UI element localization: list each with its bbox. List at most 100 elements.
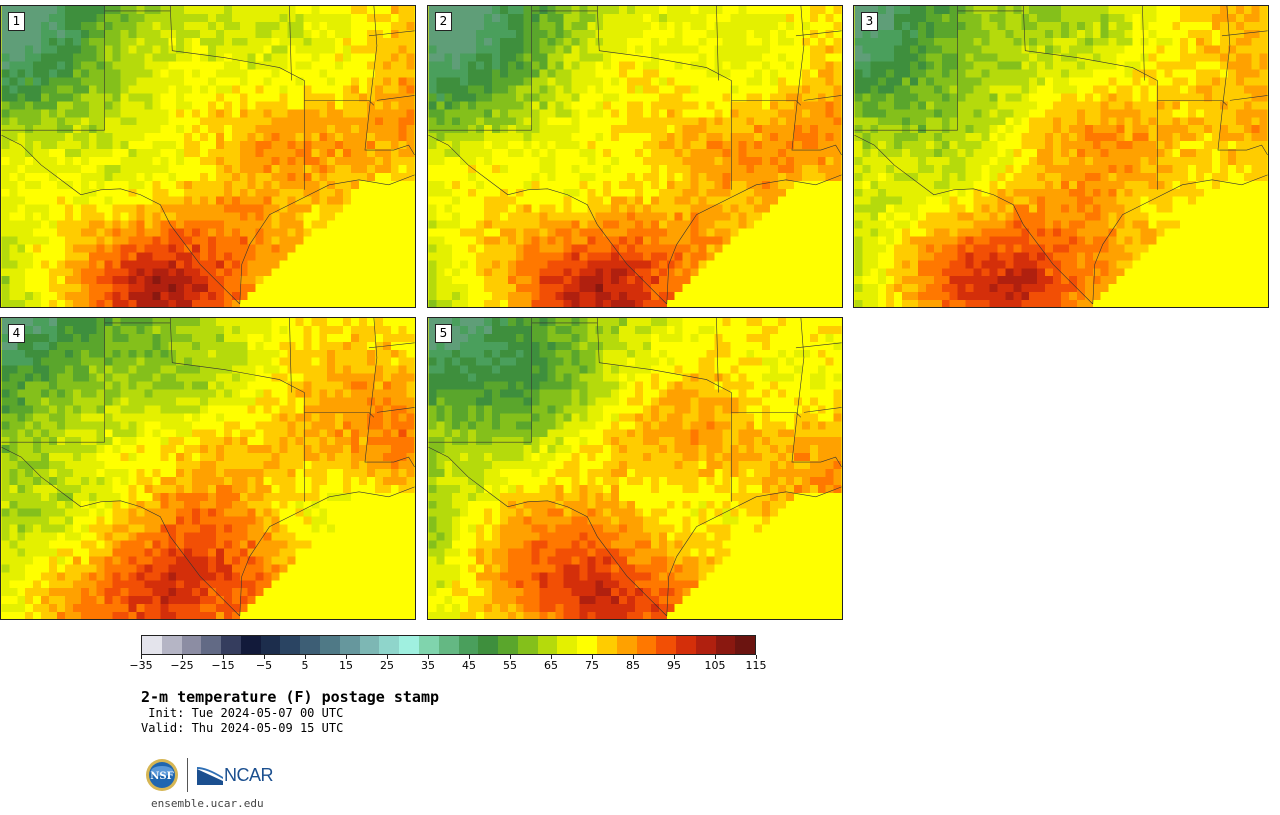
- valid-time: Valid: Thu 2024-05-09 15 UTC: [141, 721, 344, 735]
- postage-stamp-panel-5: 5: [427, 317, 843, 620]
- temperature-field: [428, 318, 842, 619]
- panel-number-label: 1: [8, 12, 25, 31]
- nsf-logo-text: NSF: [150, 771, 173, 782]
- colorbar-swatch: [616, 636, 637, 654]
- colorbar-tick-label: −35: [129, 659, 153, 672]
- init-time: Init: Tue 2024-05-07 00 UTC: [141, 706, 344, 720]
- colorbar-swatch: [695, 636, 716, 654]
- postage-stamp-panel-2: 2: [427, 5, 843, 308]
- colorbar-tick-label: 75: [585, 659, 599, 672]
- colorbar-swatch: [735, 636, 756, 654]
- colorbar-tick: [592, 655, 593, 659]
- temperature-field: [1, 6, 415, 307]
- colorbar-tick: [510, 655, 511, 659]
- colorbar-swatch: [221, 636, 241, 654]
- colorbar-swatch: [676, 636, 696, 654]
- temperature-map-1: [1, 6, 415, 307]
- state-borders: [1, 318, 415, 617]
- logo-strip: NSF NCAR: [145, 757, 274, 793]
- postage-stamp-panel-4: 4: [0, 317, 416, 620]
- colorbar-tick-label: 35: [421, 659, 435, 672]
- state-borders: [854, 6, 1268, 305]
- colorbar-tick-label: 85: [626, 659, 640, 672]
- title-block: 2-m temperature (F) postage stamp Init: …: [141, 688, 439, 736]
- postage-stamp-panel-3: 3: [853, 5, 1269, 308]
- colorbar-swatch: [201, 636, 222, 654]
- colorbar-swatch: [517, 636, 538, 654]
- colorbar-swatch: [379, 636, 400, 654]
- colorbar-tick-label: 15: [339, 659, 353, 672]
- colorbar-swatch: [339, 636, 360, 654]
- colorbar-tick: [141, 655, 142, 659]
- colorbar-tick-label: 25: [380, 659, 394, 672]
- colorbar-tick: [469, 655, 470, 659]
- colorbar-swatch: [715, 636, 736, 654]
- colorbar-swatch: [240, 636, 261, 654]
- colorbar-swatch: [636, 636, 657, 654]
- temperature-map-3: [854, 6, 1268, 307]
- colorbar-tick: [551, 655, 552, 659]
- colorbar-tick-label: −25: [170, 659, 194, 672]
- colorbar-swatch: [537, 636, 558, 654]
- state-borders: [428, 6, 842, 305]
- colorbar-tick: [674, 655, 675, 659]
- temperature-map-4: [1, 318, 415, 619]
- colorbar-swatch: [458, 636, 479, 654]
- colorbar-tick: [264, 655, 265, 659]
- website-url: ensemble.ucar.edu: [151, 797, 264, 810]
- colorbar-swatch: [181, 636, 202, 654]
- temperature-map-2: [428, 6, 842, 307]
- colorbar-swatch: [260, 636, 281, 654]
- colorbar-tick-label: 55: [503, 659, 517, 672]
- postage-stamp-panel-1: 1: [0, 5, 416, 308]
- colorbar-swatch: [478, 636, 499, 654]
- colorbar-swatch: [161, 636, 182, 654]
- colorbar-swatch: [359, 636, 380, 654]
- colorbar-swatch: [399, 636, 419, 654]
- panel-number-label: 2: [435, 12, 452, 31]
- colorbar-tick-labels: −35 −25 −15 −5 5 15 25 35 45 55 65 75 85 95 105 115: [129, 655, 767, 675]
- temperature-field: [1, 318, 415, 619]
- colorbar-tick-label: −15: [211, 659, 235, 672]
- colorbar-tick-label: 45: [462, 659, 476, 672]
- colorbar-tick: [305, 655, 306, 659]
- state-borders: [1, 6, 415, 305]
- colorbar-tick-label: 105: [704, 659, 726, 672]
- colorbar-tick: [346, 655, 347, 659]
- colorbar-tick: [182, 655, 183, 659]
- plot-title: 2-m temperature (F) postage stamp: [141, 688, 440, 706]
- colorbar-tick-label: 115: [745, 659, 767, 672]
- colorbar-tick: [428, 655, 429, 659]
- colorbar-swatch: [300, 636, 321, 654]
- temperature-field: [854, 6, 1268, 307]
- logo-divider: [187, 758, 188, 792]
- temperature-colorbar: [141, 635, 756, 655]
- colorbar-swatch: [498, 636, 518, 654]
- colorbar-tick: [715, 655, 716, 659]
- colorbar-tick-label: 95: [667, 659, 681, 672]
- panel-number-label: 3: [861, 12, 878, 31]
- nsf-logo-icon: NSF: [146, 759, 178, 791]
- colorbar-tick-label: 5: [301, 659, 309, 672]
- colorbar-tick-label: −5: [255, 659, 273, 672]
- panel-number-label: 4: [8, 324, 25, 343]
- colorbar-swatch: [320, 636, 340, 654]
- colorbar-swatch: [596, 636, 617, 654]
- colorbar-tick: [223, 655, 224, 659]
- colorbar-swatch: [142, 636, 162, 654]
- panel-number-label: 5: [435, 324, 452, 343]
- colorbar-tick: [633, 655, 634, 659]
- temperature-field: [428, 6, 842, 307]
- colorbar-swatch: [656, 636, 677, 654]
- colorbar-swatch: [577, 636, 597, 654]
- colorbar-swatch: [557, 636, 578, 654]
- ncar-logo: NCAR: [197, 764, 274, 786]
- ncar-logo-text: NCAR: [224, 764, 274, 785]
- colorbar-tick: [387, 655, 388, 659]
- temperature-map-5: [428, 318, 842, 619]
- colorbar-swatch: [438, 636, 459, 654]
- colorbar-tick: [756, 655, 757, 659]
- colorbar-tick-label: 65: [544, 659, 558, 672]
- colorbar-swatch: [418, 636, 439, 654]
- colorbar-swatch: [280, 636, 301, 654]
